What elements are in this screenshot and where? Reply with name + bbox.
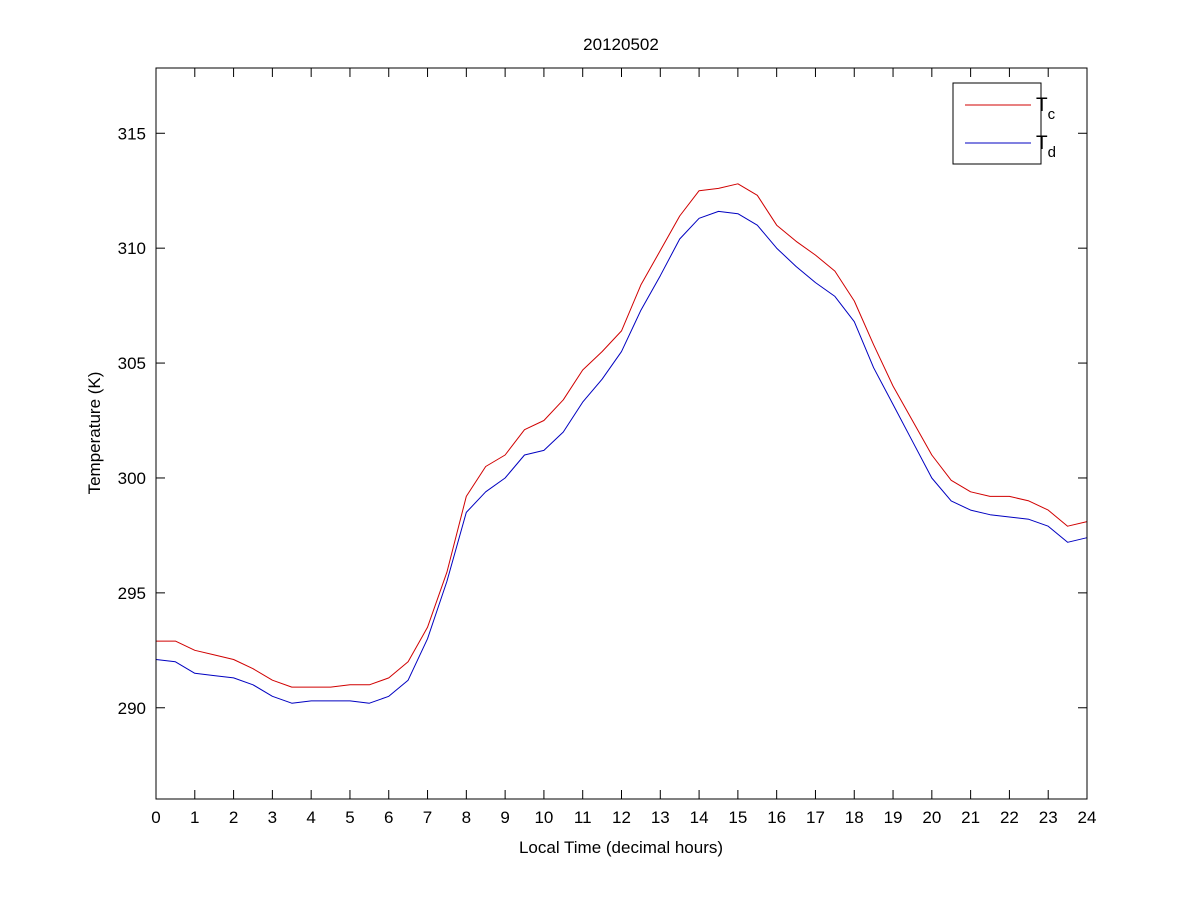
x-tick-label: 15	[728, 808, 747, 827]
series-Td	[155, 210, 1088, 704]
x-tick-label: 13	[651, 808, 670, 827]
chart-title: 20120502	[583, 35, 659, 54]
y-tick-label: 310	[118, 239, 146, 258]
x-tick-label: 4	[306, 808, 315, 827]
y-axis-label: Temperature (K)	[85, 372, 104, 495]
series-Tc	[156, 183, 1088, 688]
plot-frame	[155, 67, 1088, 800]
x-tick-label: 23	[1039, 808, 1058, 827]
x-tick-label: 21	[961, 808, 980, 827]
x-tick-label: 7	[423, 808, 432, 827]
x-tick-label: 17	[806, 808, 825, 827]
x-tick-label: 12	[612, 808, 631, 827]
x-axis-label: Local Time (decimal hours)	[519, 838, 723, 857]
x-tick-label: 11	[574, 808, 592, 827]
y-tick-label: 300	[118, 469, 146, 488]
x-tick-label: 5	[345, 808, 354, 827]
x-tick-label: 6	[384, 808, 393, 827]
x-tick-label: 3	[268, 808, 277, 827]
x-tick-label: 0	[151, 808, 160, 827]
x-tick-label: 2	[229, 808, 238, 827]
x-tick-label: 1	[190, 808, 199, 827]
x-tick-label: 20	[922, 808, 941, 827]
legend-box	[952, 82, 1042, 165]
x-tick-label: 24	[1078, 808, 1097, 827]
x-tick-label: 18	[845, 808, 864, 827]
y-tick-label: 290	[118, 699, 146, 718]
y-tick-label: 295	[118, 584, 146, 603]
x-tick-label: 14	[690, 808, 709, 827]
x-tick-label: 19	[884, 808, 903, 827]
x-tick-label: 16	[767, 808, 786, 827]
y-tick-label: 305	[118, 354, 146, 373]
x-tick-label: 10	[534, 808, 553, 827]
x-tick-label: 22	[1000, 808, 1019, 827]
y-tick-label: 315	[118, 124, 146, 143]
x-tick-label: 8	[462, 808, 471, 827]
x-tick-label: 9	[500, 808, 509, 827]
